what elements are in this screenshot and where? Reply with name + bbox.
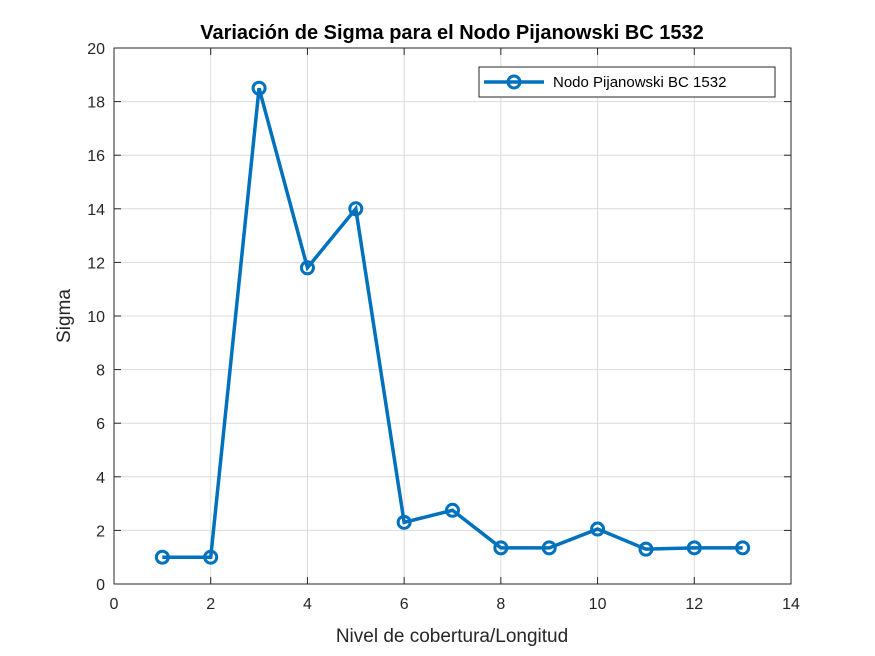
legend-marker-sample xyxy=(506,74,522,90)
data-point-marker xyxy=(541,540,557,556)
data-point-marker xyxy=(251,80,267,96)
data-point-marker xyxy=(299,260,315,276)
data-point-marker xyxy=(203,549,219,565)
data-point-marker xyxy=(735,540,751,556)
y-tick-label: 18 xyxy=(87,95,105,112)
y-tick-label: 12 xyxy=(87,255,105,272)
legend: Nodo Pijanowski BC 1532 xyxy=(478,66,776,98)
x-tick-label: 0 xyxy=(110,596,119,613)
y-tick-label: 10 xyxy=(87,309,105,326)
axis-ticks: 0 2 4 6 8 10 12 14 0 2 4 6 8 10 12 14 16 18 20 xyxy=(87,41,800,613)
y-tick-label: 16 xyxy=(87,148,105,165)
y-tick-label: 2 xyxy=(96,523,105,540)
x-tick-label: 6 xyxy=(400,596,409,613)
data-point-marker xyxy=(686,540,702,556)
data-point-marker xyxy=(445,502,460,518)
data-point-marker xyxy=(493,540,509,556)
y-axis-label: Sigma xyxy=(54,289,75,343)
y-tick-label: 8 xyxy=(96,363,105,380)
y-tick-label: 6 xyxy=(96,416,105,433)
x-axis-label: Nivel de cobertura/Longitud xyxy=(336,626,568,647)
x-tick-label: 8 xyxy=(496,596,505,613)
y-tick-label: 0 xyxy=(96,577,105,594)
y-tick-label: 20 xyxy=(87,41,105,58)
x-tick-label: 10 xyxy=(589,596,607,613)
series-line xyxy=(162,87,743,559)
y-tick-label: 4 xyxy=(96,470,105,487)
series-layer xyxy=(154,80,751,565)
data-point-marker xyxy=(638,541,654,557)
x-tick-label: 12 xyxy=(685,596,703,613)
legend-label: Nodo Pijanowski BC 1532 xyxy=(553,74,726,91)
chart-title: Variación de Sigma para el Nodo Pijanows… xyxy=(200,22,704,44)
data-point-marker xyxy=(348,201,364,217)
x-tick-label: 2 xyxy=(206,596,215,613)
x-tick-label: 4 xyxy=(303,596,312,613)
data-point-marker xyxy=(154,549,170,565)
data-point-marker xyxy=(590,521,606,537)
y-tick-label: 14 xyxy=(87,202,105,219)
x-tick-label: 14 xyxy=(782,596,800,613)
data-point-marker xyxy=(396,514,412,530)
